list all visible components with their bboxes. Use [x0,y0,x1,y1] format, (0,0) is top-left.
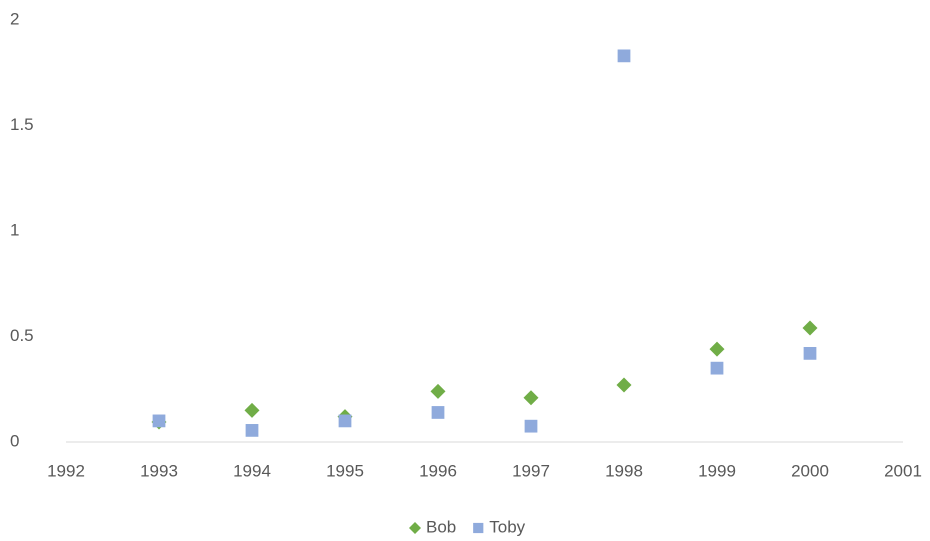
x-tick-label: 1996 [419,461,457,480]
x-tick-label: 1998 [605,461,643,480]
point [524,419,538,433]
x-tick-label: 1992 [47,461,85,480]
point [523,390,539,406]
point [431,406,445,419]
point [338,414,352,428]
x-tick-label: 2000 [791,461,829,480]
point [617,49,631,63]
point [803,347,817,360]
x-tick-label: 1997 [512,461,550,480]
y-tick-label: 0.5 [10,326,34,345]
y-tick-label: 1.5 [10,115,34,134]
point [152,414,166,428]
legend-label: Bob [426,517,456,536]
legend-marker [409,522,421,534]
point [802,320,818,336]
x-tick-label: 1993 [140,461,178,480]
point [244,402,260,418]
point [709,341,725,357]
point [245,424,259,437]
point [710,361,724,375]
y-tick-label: 0 [10,431,19,450]
point [616,377,632,393]
point [430,383,446,399]
legend-marker [473,522,484,534]
x-tick-label: 1995 [326,461,364,480]
y-tick-label: 2 [10,9,19,28]
y-tick-label: 1 [10,220,19,239]
x-tick-label: 2001 [884,461,922,480]
x-tick-label: 1999 [698,461,736,480]
legend-label: Toby [489,517,525,536]
x-tick-label: 1994 [233,461,271,480]
